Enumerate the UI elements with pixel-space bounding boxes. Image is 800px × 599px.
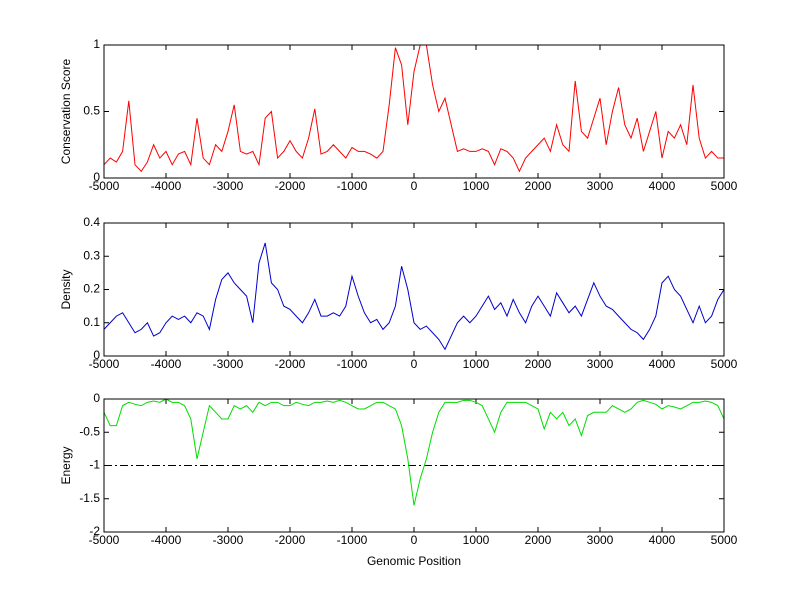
x-tick-label: -2000 [275,357,306,371]
x-tick-label: 3000 [587,533,614,547]
x-tick-label: 5000 [711,179,738,193]
y-tick-label: 0 [93,170,100,184]
x-tick-label: 3000 [587,357,614,371]
x-tick-label: 4000 [649,533,676,547]
x-tick-label: 1000 [463,357,490,371]
axes-box [103,398,725,533]
x-tick-label: 4000 [649,179,676,193]
y-tick-label: 0 [93,348,100,362]
x-axis-label: Genomic Position [367,554,461,568]
y-tick-label: 1 [93,37,100,51]
data-line [103,242,725,351]
x-tick-label: 5000 [711,357,738,371]
x-tick-label: 0 [411,533,418,547]
x-tick-label: 3000 [587,179,614,193]
x-tick-label: 5000 [711,533,738,547]
y-tick-label: 0.5 [83,104,100,118]
y-tick-label: 0.2 [83,282,100,296]
data-line [103,44,724,173]
x-tick-label: 1000 [463,533,490,547]
y-axis-label: Density [59,269,73,309]
x-tick-label: -3000 [213,533,244,547]
x-tick-label: -4000 [151,533,182,547]
data-line [103,398,725,506]
x-tick-label: 2000 [525,179,552,193]
x-tick-label: -4000 [151,179,182,193]
x-tick-label: -5000 [89,533,120,547]
x-tick-label: -5000 [89,357,120,371]
x-tick-label: -1000 [337,533,368,547]
x-tick-label: -1000 [337,179,368,193]
x-tick-label: 1000 [463,179,490,193]
y-tick-label: 0 [93,391,100,405]
x-tick-label: -3000 [213,357,244,371]
axes-box [103,222,725,357]
plot-area [104,45,724,178]
x-tick-label: -2000 [275,533,306,547]
x-tick-label: -3000 [213,179,244,193]
x-tick-label: 2000 [525,533,552,547]
y-tick-label: 0.1 [83,315,100,329]
x-tick-label: 2000 [525,357,552,371]
y-tick-label: -0.5 [79,424,100,438]
x-tick-label: 0 [411,179,418,193]
y-axis-label: Energy [59,446,73,484]
y-tick-label: -1.5 [79,491,100,505]
y-tick-label: -1 [89,458,100,472]
y-tick-label: -2 [89,524,100,538]
x-tick-label: -4000 [151,357,182,371]
plot-area [104,223,724,356]
y-axis-label: Conservation Score [59,58,73,164]
y-tick-label: 0.3 [83,248,100,262]
x-tick-label: 0 [411,357,418,371]
y-tick-label: 0.4 [83,215,100,229]
x-tick-label: -5000 [89,179,120,193]
x-tick-label: -1000 [337,357,368,371]
x-tick-label: -2000 [275,179,306,193]
axes-box [103,44,725,179]
x-tick-label: 4000 [649,357,676,371]
